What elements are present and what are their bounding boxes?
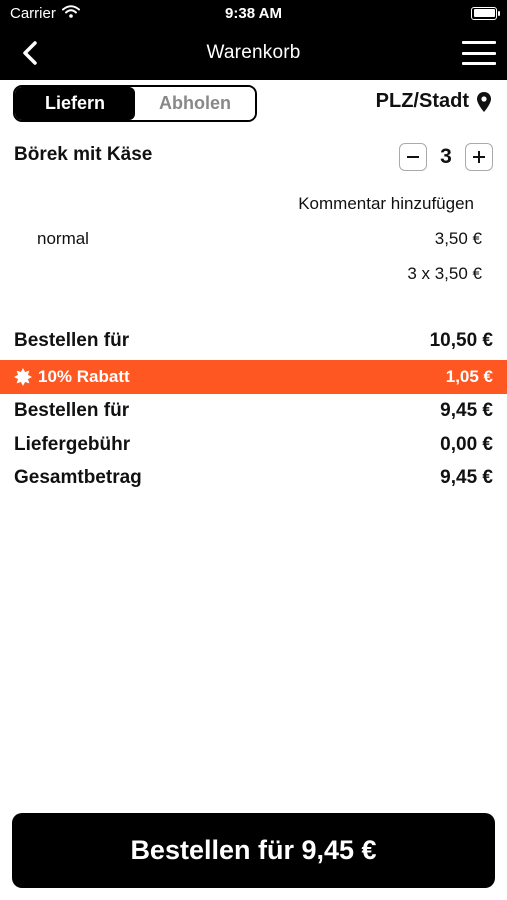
discounted-label: Bestellen für <box>14 400 130 421</box>
delivery-fee-label: Liefergebühr <box>14 434 131 455</box>
status-left: Carrier <box>10 5 80 22</box>
battery-icon <box>471 6 500 20</box>
decrease-button[interactable] <box>399 143 427 171</box>
subtotal-label: Bestellen für <box>14 330 130 351</box>
option-name: normal <box>37 229 89 248</box>
add-comment-link[interactable]: Kommentar hinzufügen <box>298 194 474 213</box>
back-chevron-icon <box>23 41 37 65</box>
place-order-button[interactable]: Bestellen für 9,45 € <box>12 813 495 888</box>
minus-icon <box>407 156 419 158</box>
discount-label: 10% Rabatt <box>38 367 130 386</box>
map-pin-icon <box>477 91 491 112</box>
tab-liefern[interactable]: Liefern <box>15 87 135 120</box>
nav-bar: Warenkorb <box>0 26 507 80</box>
location-selector[interactable]: PLZ/Stadt <box>376 90 491 113</box>
wifi-icon <box>61 4 80 22</box>
discounted-value: 9,45 € <box>440 400 493 421</box>
delivery-fee-row: Liefergebühr 0,00 € <box>0 428 507 462</box>
discount-badge-icon <box>14 368 32 386</box>
subtotal-value: 10,50 € <box>429 330 493 351</box>
page-title: Warenkorb <box>206 42 301 63</box>
increase-button[interactable] <box>465 143 493 171</box>
status-bar: Carrier 9:38 AM <box>0 0 507 26</box>
item-line-total: 3 x 3,50 € <box>407 264 482 283</box>
plus-icon <box>473 151 485 163</box>
discounted-subtotal-row: Bestellen für 9,45 € <box>0 394 507 428</box>
total-row: Gesamtbetrag 9,45 € <box>0 461 507 495</box>
discount-row: 10% Rabatt 1,05 € <box>0 360 507 394</box>
quantity-stepper: 3 <box>399 143 493 171</box>
total-label: Gesamtbetrag <box>14 467 142 488</box>
tab-abholen[interactable]: Abholen <box>135 87 255 120</box>
location-label: PLZ/Stadt <box>375 90 469 112</box>
item-name: Börek mit Käse <box>14 144 153 165</box>
discount-value: 1,05 € <box>445 367 493 386</box>
quantity-value: 3 <box>440 145 452 168</box>
hamburger-menu-icon <box>462 41 496 44</box>
option-price: 3,50 € <box>434 229 482 248</box>
subtotal-row: Bestellen für 10,50 € <box>0 324 507 358</box>
delivery-fee-value: 0,00 € <box>440 434 493 455</box>
back-button[interactable] <box>16 38 44 68</box>
order-type-segment: Liefern Abholen <box>13 85 257 122</box>
carrier-label: Carrier <box>10 4 56 22</box>
menu-button[interactable] <box>461 39 497 67</box>
total-value: 9,45 € <box>440 467 493 488</box>
